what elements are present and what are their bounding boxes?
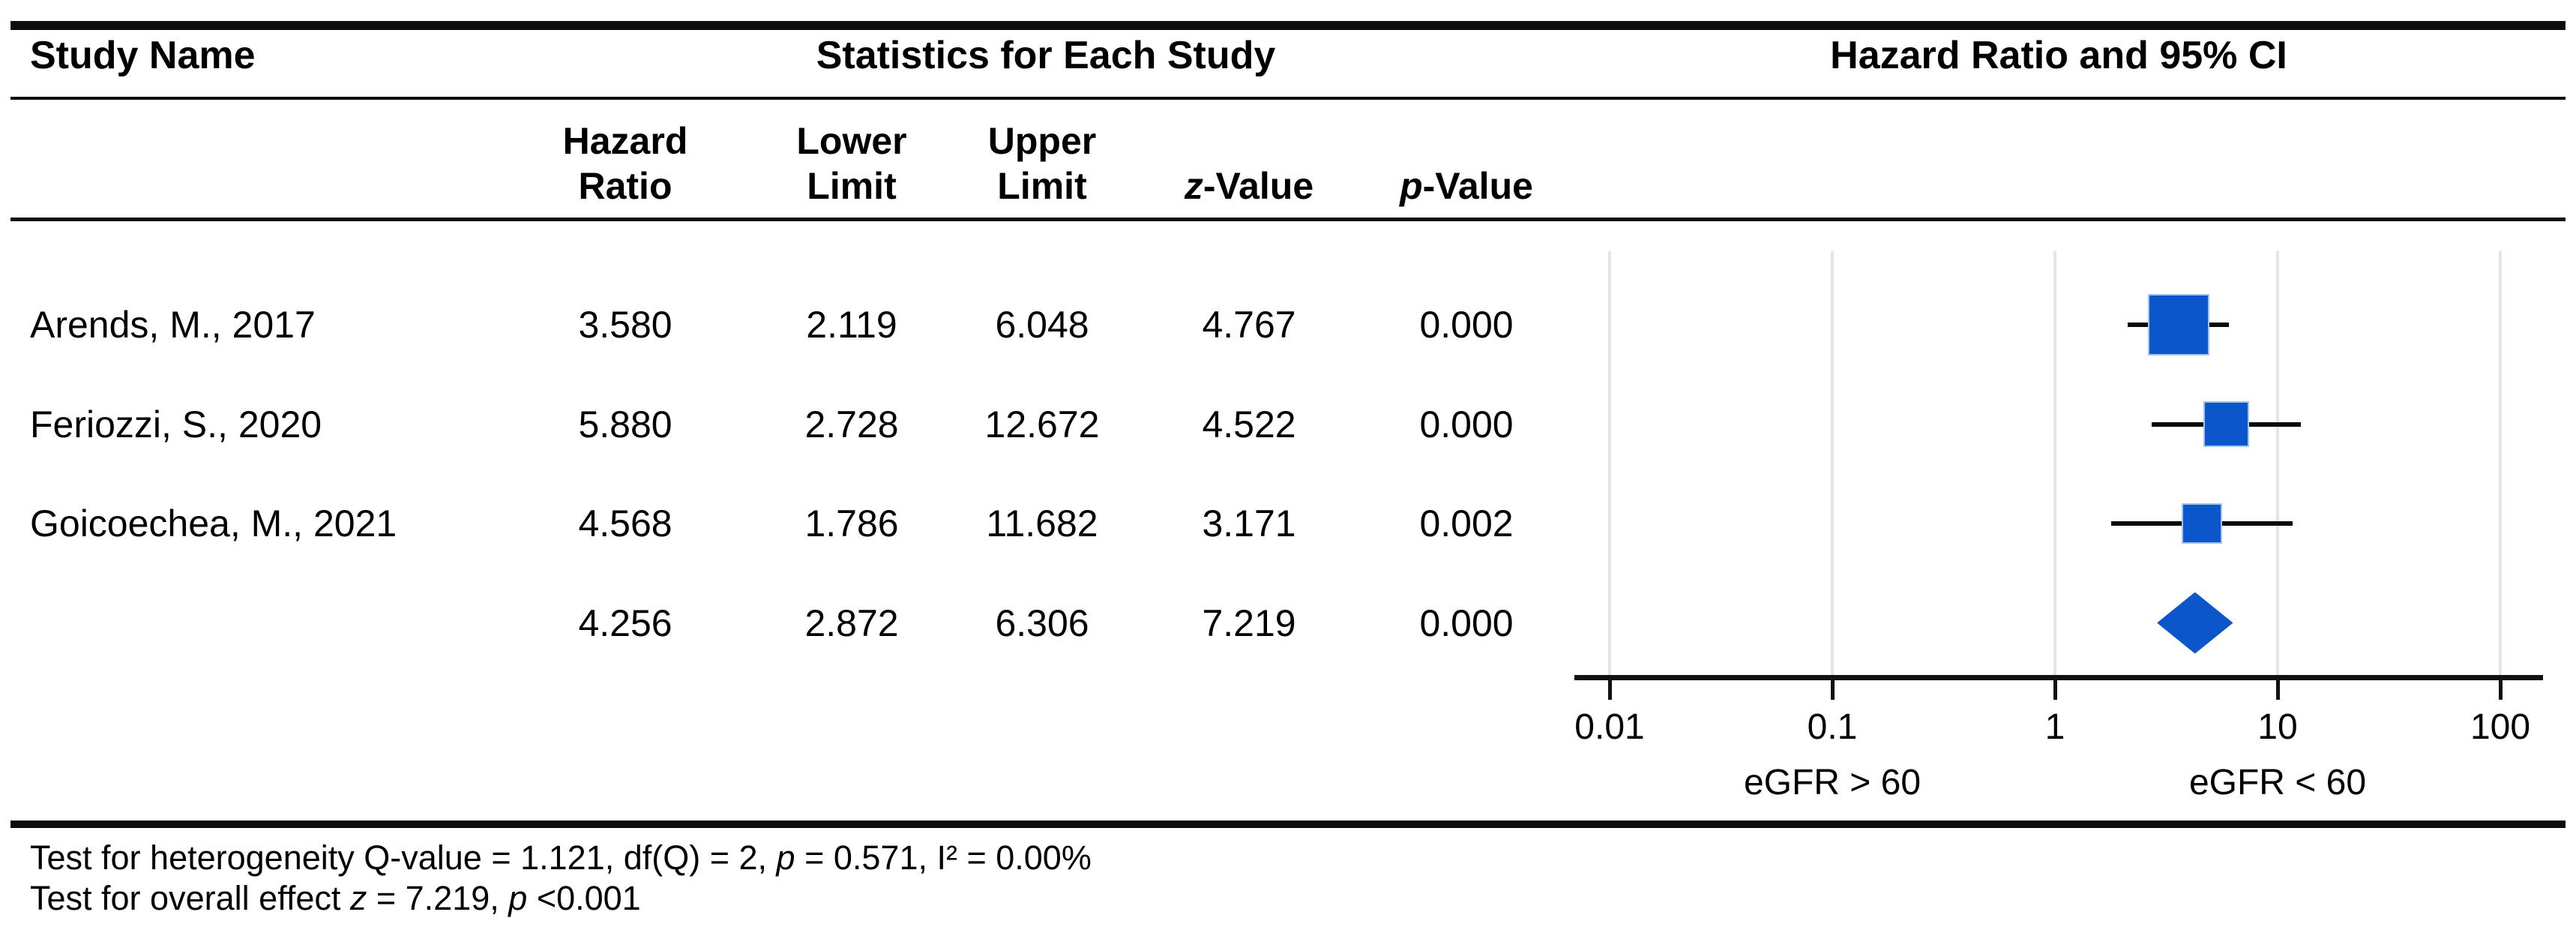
axis-tick xyxy=(2053,677,2057,700)
cell-z-value: 3.171 xyxy=(1202,502,1296,544)
axis-tick xyxy=(2498,677,2503,700)
column-header-upper-limit: Upper Limit xyxy=(987,120,1097,207)
cell-lower-limit: 2.728 xyxy=(804,403,899,446)
cell-lower-limit: 2.872 xyxy=(804,602,899,644)
gridline xyxy=(1608,251,1611,677)
cell-p-value: 0.002 xyxy=(1419,502,1514,544)
gridline xyxy=(2276,251,2279,677)
effect-square xyxy=(2149,296,2208,354)
study-name-cell: Arends, M., 2017 xyxy=(30,304,316,346)
cell-hazard-ratio: 3.580 xyxy=(578,304,672,346)
axis-tick xyxy=(2275,677,2280,700)
cell-hazard-ratio: 4.256 xyxy=(578,602,672,644)
gridline xyxy=(1831,251,1834,677)
cell-upper-limit: 6.306 xyxy=(995,602,1089,644)
x-axis-line xyxy=(1574,675,2543,680)
study-column-title: Study Name xyxy=(30,34,256,77)
cell-upper-limit: 11.682 xyxy=(986,502,1098,544)
stats-section-title: Statistics for Each Study xyxy=(816,34,1276,77)
cell-upper-limit: 12.672 xyxy=(984,403,1100,446)
effect-square xyxy=(2182,505,2221,542)
column-header-p-value: p-Value xyxy=(1400,165,1533,207)
summary-diamond xyxy=(2157,592,2233,654)
study-name-cell: Goicoechea, M., 2021 xyxy=(30,502,397,544)
axis-tick xyxy=(1607,677,1612,700)
cell-hazard-ratio: 4.568 xyxy=(578,502,672,544)
direction-label-left: eGFR > 60 xyxy=(1743,763,1922,802)
cell-z-value: 7.219 xyxy=(1202,602,1296,644)
subheader-rule xyxy=(10,218,2566,221)
plot-section-title: Hazard Ratio and 95% CI xyxy=(1830,34,2287,77)
effect-square xyxy=(2205,403,2248,446)
column-header-hazard-ratio: Hazard Ratio xyxy=(562,120,688,207)
cell-lower-limit: 1.786 xyxy=(804,502,899,544)
cell-hazard-ratio: 5.880 xyxy=(578,403,672,446)
direction-label-right: eGFR < 60 xyxy=(2188,763,2367,802)
footer-overall-effect-line: Test for overall effect z = 7.219, p <0.… xyxy=(30,879,641,917)
axis-tick-label: 100 xyxy=(2470,707,2531,747)
top-border-rule xyxy=(10,21,2566,30)
cell-upper-limit: 6.048 xyxy=(995,304,1089,346)
cell-lower-limit: 2.119 xyxy=(806,304,897,346)
study-name-cell: Feriozzi, S., 2020 xyxy=(30,403,322,446)
cell-p-value: 0.000 xyxy=(1419,602,1514,644)
axis-tick-label: 1 xyxy=(2044,707,2065,747)
axis-tick xyxy=(1830,677,1835,700)
cell-z-value: 4.522 xyxy=(1202,403,1296,446)
axis-tick-label: 10 xyxy=(2257,707,2298,747)
cell-p-value: 0.000 xyxy=(1419,304,1514,346)
header-rule xyxy=(10,97,2566,100)
axis-tick-label: 0.1 xyxy=(1807,707,1858,747)
column-header-lower-limit: Lower Limit xyxy=(796,120,907,207)
column-header-z-value: z-Value xyxy=(1184,165,1314,207)
footer-heterogeneity-line: Test for heterogeneity Q-value = 1.121, … xyxy=(30,838,1092,877)
axis-tick-label: 0.01 xyxy=(1574,707,1645,747)
gridline xyxy=(2053,251,2056,677)
bottom-border-rule xyxy=(10,820,2566,828)
gridline xyxy=(2499,251,2502,677)
cell-z-value: 4.767 xyxy=(1202,304,1296,346)
cell-p-value: 0.000 xyxy=(1419,403,1514,446)
